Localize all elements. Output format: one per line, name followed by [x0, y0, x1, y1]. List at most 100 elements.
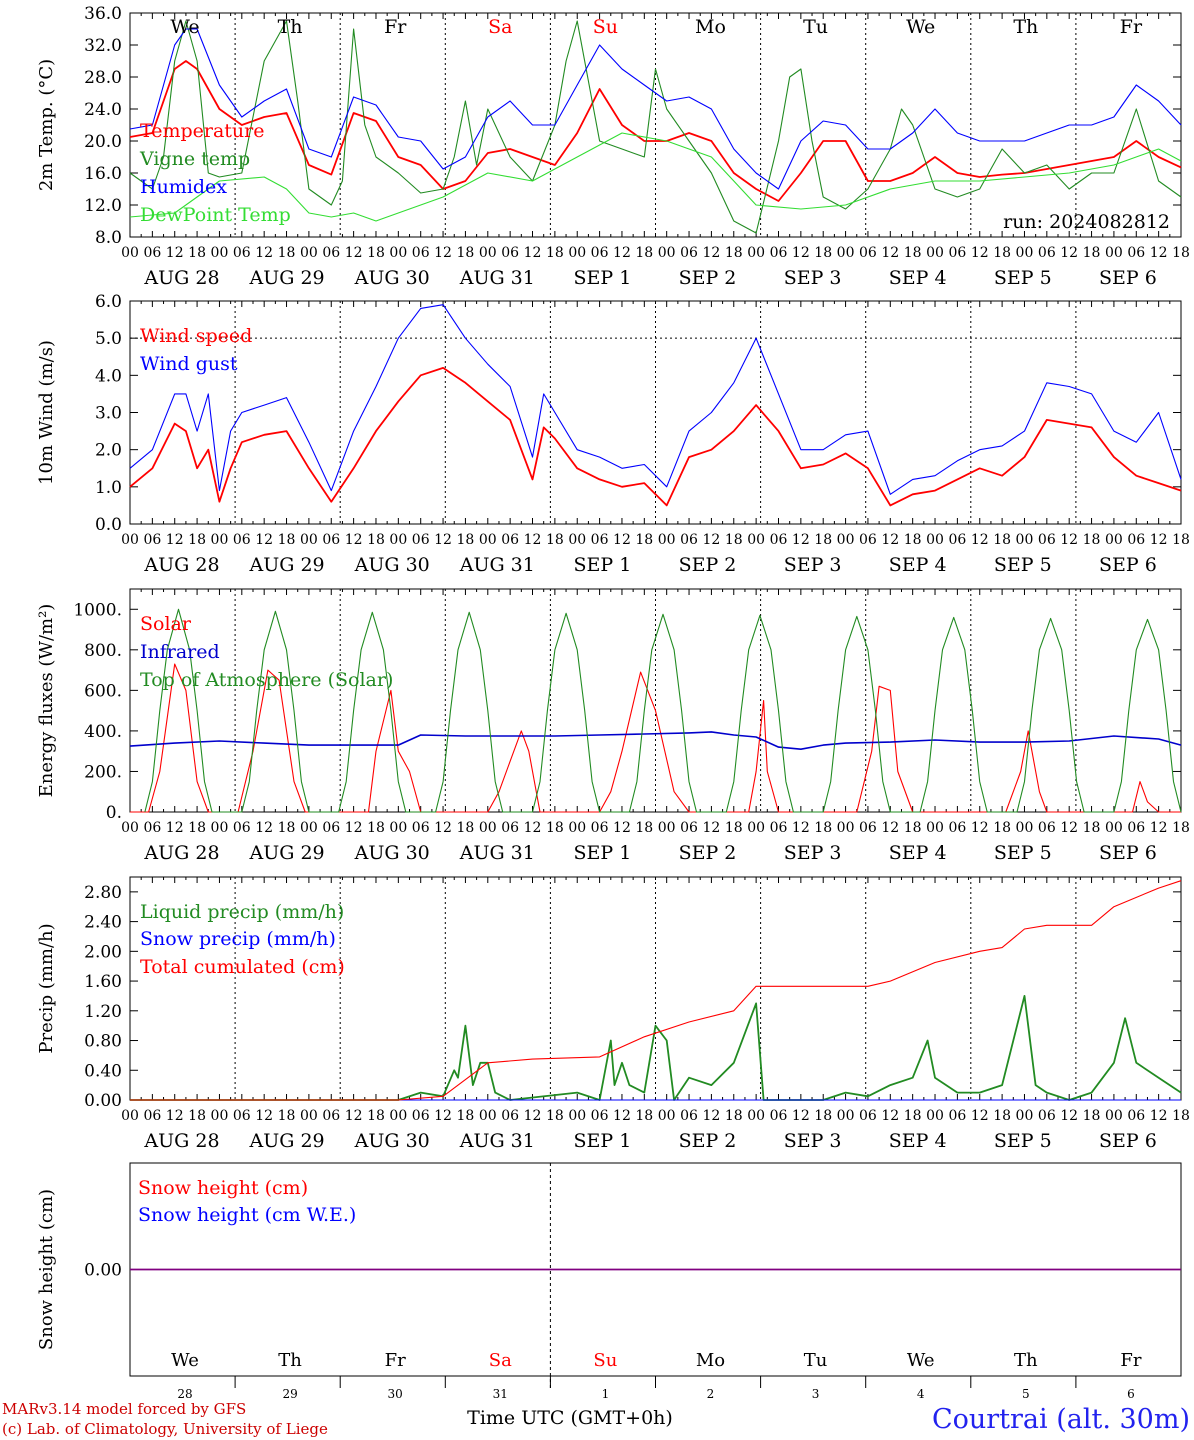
x-date-label: SEP 6: [1099, 1130, 1157, 1152]
x-date-label: SEP 2: [679, 554, 737, 576]
x-hour-label: 18: [367, 245, 385, 261]
x-hour-label: 06: [770, 532, 788, 548]
x-hour-label: 06: [1127, 245, 1145, 261]
x-hour-label: 00: [568, 820, 586, 836]
x-hour-label: 06: [233, 532, 251, 548]
x-hour-label: 18: [457, 532, 475, 548]
x-date-label: SEP 1: [573, 1130, 631, 1152]
x-hour-label: 18: [725, 532, 743, 548]
x-hour-label: 18: [1083, 245, 1101, 261]
x-hour-label: 12: [166, 245, 184, 261]
x-hour-label: 18: [725, 820, 743, 836]
x-hour-label: 18: [278, 245, 296, 261]
y-tick-label: 20.0: [84, 132, 122, 152]
legend-entry: Snow height (cm W.E.): [138, 1204, 356, 1226]
y-tick-label: 12.0: [84, 196, 122, 216]
x-hour-label: 18: [904, 1108, 922, 1124]
x-hour-label: 18: [1083, 1108, 1101, 1124]
legend-entry: Wind gust: [140, 353, 238, 375]
x-hour-label: 18: [635, 245, 653, 261]
x-date-label: AUG 29: [249, 267, 325, 289]
x-hour-label: 06: [412, 245, 430, 261]
x-hour-label: 00: [926, 532, 944, 548]
x-hour-label: 00: [926, 245, 944, 261]
x-hour-label: 18: [546, 1108, 564, 1124]
panel-1: 8.0 12.0 16.0 20.0 24.0 28.0 32.0 36.0 2m Temp. …: [36, 4, 1190, 289]
x-hour-label: 18: [1172, 532, 1190, 548]
x-date-label: SEP 4: [889, 1130, 947, 1152]
x-hour-label: 12: [971, 1108, 989, 1124]
x-hour-label: 06: [412, 1108, 430, 1124]
y-tick-label: 8.0: [95, 228, 122, 248]
run-label: run: 2024082812: [1003, 211, 1170, 233]
x-date-label: SEP 2: [679, 842, 737, 864]
x-hour-label: 18: [814, 532, 832, 548]
x-hour-label: 06: [501, 820, 519, 836]
x-hour-label: 06: [591, 245, 609, 261]
x-hour-label: 18: [1172, 1108, 1190, 1124]
series-line-vigne-temp: [129, 20, 1182, 234]
y-tick-label: 2.00: [84, 942, 122, 962]
x-hour-label: 12: [971, 245, 989, 261]
legend-entry: Solar: [140, 613, 192, 635]
x-hour-label: 18: [546, 245, 564, 261]
y-tick-label: 2.40: [84, 913, 122, 933]
x-hour-label: 18: [814, 1108, 832, 1124]
x-hour-label: 00: [747, 820, 765, 836]
bottom-day-number: 4: [917, 1387, 925, 1401]
y-axis-title: Precip (mm/h): [36, 923, 57, 1053]
x-hour-label: 12: [1060, 245, 1078, 261]
x-date-label: AUG 31: [459, 842, 535, 864]
x-hour-label: 12: [166, 1108, 184, 1124]
x-hour-label: 12: [971, 820, 989, 836]
x-hour-label: 00: [658, 1108, 676, 1124]
x-date-label: SEP 5: [994, 842, 1052, 864]
series-line-top-of-atmosphere-solar: [144, 608, 1182, 813]
series-line-infrared: [129, 731, 1182, 751]
weekday-label: We: [170, 16, 199, 38]
x-hour-label: 06: [859, 245, 877, 261]
series-line-temperature: [129, 60, 1182, 202]
y-tick-label: 24.0: [84, 100, 122, 120]
bottom-day-number: 30: [388, 1387, 403, 1401]
x-hour-label: 12: [524, 820, 542, 836]
x-hour-label: 12: [613, 820, 631, 836]
x-hour-label: 12: [1150, 820, 1168, 836]
x-hour-label: 12: [1060, 820, 1078, 836]
x-hour-label: 18: [188, 532, 206, 548]
x-date-label: AUG 30: [354, 1130, 430, 1152]
y-tick-label: 0.00: [84, 1091, 122, 1111]
bottom-day-number: 6: [1127, 1387, 1135, 1401]
x-hour-label: 12: [792, 820, 810, 836]
x-hour-label: 12: [166, 820, 184, 836]
x-date-label: AUG 29: [249, 842, 325, 864]
y-tick-label: 0.: [106, 803, 122, 823]
x-hour-label: 06: [501, 532, 519, 548]
y-tick-label: 0.00: [84, 1261, 122, 1281]
bottom-day-number: 5: [1022, 1387, 1030, 1401]
legend-entry: Wind speed: [140, 325, 252, 347]
x-date-label: AUG 28: [143, 554, 219, 576]
x-hour-label: 12: [792, 245, 810, 261]
x-hour-label: 06: [859, 1108, 877, 1124]
weekday-label: Mo: [695, 16, 726, 38]
x-hour-label: 06: [1038, 820, 1056, 836]
x-hour-label: 00: [300, 1108, 318, 1124]
x-hour-label: 18: [1172, 820, 1190, 836]
x-hour-label: 12: [434, 245, 452, 261]
x-hour-label: 00: [747, 245, 765, 261]
x-hour-label: 12: [881, 820, 899, 836]
bottom-weekday-label: Fr: [1120, 1350, 1141, 1371]
x-hour-label: 06: [233, 1108, 251, 1124]
legend-entry: Snow precip (mm/h): [140, 928, 336, 950]
weekday-label: Su: [593, 16, 618, 38]
x-hour-label: 18: [188, 820, 206, 836]
x-hour-label: 06: [501, 245, 519, 261]
x-hour-label: 18: [278, 820, 296, 836]
x-hour-label: 06: [233, 245, 251, 261]
y-tick-label: 1.0: [95, 478, 122, 498]
x-hour-label: 00: [211, 820, 229, 836]
x-hour-label: 18: [367, 820, 385, 836]
x-hour-label: 06: [1038, 245, 1056, 261]
